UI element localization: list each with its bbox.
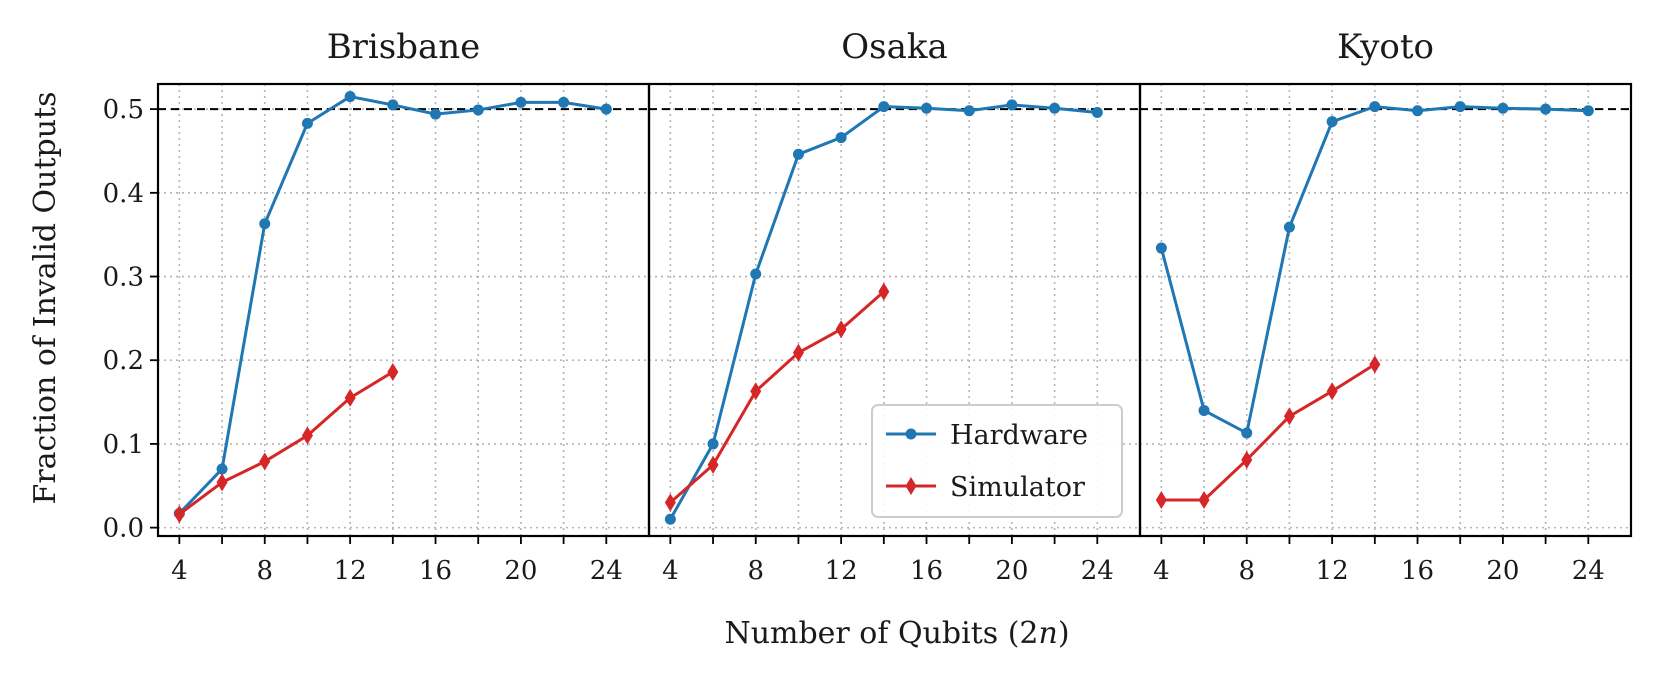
data-point-simulator [792, 343, 804, 362]
panel-brisbane: 4 8 12 16 20 24 Brisbane 0.0 0.1 0.2 0.3 0.4 0.5 [103, 27, 651, 586]
x-tick-label: 24 [590, 556, 623, 586]
y-tick-label: 0.1 [103, 430, 144, 460]
data-point-hardware [1412, 105, 1424, 117]
data-point-hardware [430, 108, 442, 120]
data-point-simulator [1155, 491, 1167, 510]
y-tick-label: 0.5 [103, 95, 144, 125]
panel-kyoto: 4 8 12 16 20 24 Kyoto [1138, 27, 1633, 586]
x-tick-label: 20 [1486, 556, 1519, 586]
panel-title: Brisbane [327, 27, 481, 67]
data-point-hardware [1006, 99, 1018, 111]
data-point-simulator [344, 388, 356, 407]
x-tick-label: 8 [256, 556, 273, 586]
x-tick-label: 8 [1238, 556, 1255, 586]
data-point-simulator [1369, 355, 1381, 374]
data-point-hardware [878, 101, 890, 113]
data-point-simulator [835, 320, 847, 339]
y-tick-label: 0.2 [103, 346, 144, 376]
legend-label-simulator: Simulator [950, 472, 1085, 503]
panel-frame [1138, 82, 1633, 538]
legend-marker-simulator [905, 477, 917, 495]
data-point-hardware [835, 132, 847, 144]
data-point-simulator [664, 493, 676, 512]
data-point-simulator [387, 362, 399, 381]
data-point-hardware [1198, 404, 1210, 416]
series-line-simulator [669, 290, 885, 504]
data-point-simulator [259, 452, 271, 471]
data-point-hardware [1241, 427, 1253, 439]
data-point-simulator [173, 505, 185, 524]
data-point-hardware [216, 463, 228, 475]
legend-marker-hardware [905, 428, 917, 440]
x-tick-label: 24 [1081, 556, 1114, 586]
data-point-hardware [472, 104, 484, 116]
data-point-simulator [750, 382, 762, 401]
x-tick-label: 12 [825, 556, 858, 586]
data-point-hardware [664, 513, 676, 525]
x-tick-label: 4 [1153, 556, 1170, 586]
x-tick-label: 16 [419, 556, 452, 586]
data-point-hardware [1454, 101, 1466, 113]
data-point-simulator [1326, 382, 1338, 401]
series-line-simulator [178, 370, 394, 516]
data-point-hardware [1582, 105, 1594, 117]
panel-title: Osaka [841, 27, 947, 67]
y-axis-label: Fraction of Invalid Outputs [28, 92, 63, 505]
x-tick-label: 4 [171, 556, 188, 586]
data-point-hardware [1049, 102, 1061, 114]
x-tick-label: 16 [1401, 556, 1434, 586]
x-tick-label: 16 [910, 556, 943, 586]
chart-legend: Hardware Simulator [871, 404, 1123, 518]
data-point-hardware [301, 117, 313, 129]
data-point-simulator [1241, 450, 1253, 469]
data-point-hardware [387, 99, 399, 111]
data-point-hardware [792, 148, 804, 160]
data-point-hardware [600, 103, 612, 115]
data-point-hardware [1540, 103, 1552, 115]
data-point-simulator [216, 473, 228, 492]
x-tick-label: 20 [504, 556, 537, 586]
data-point-hardware [921, 102, 933, 114]
x-axis-label: Number of Qubits (2n) [724, 616, 1069, 651]
data-point-hardware [1155, 242, 1167, 254]
panel-osaka: 4 8 12 16 20 24 Osaka [647, 27, 1142, 586]
data-point-hardware [344, 91, 356, 103]
data-point-simulator [301, 426, 313, 445]
data-point-hardware [1091, 106, 1103, 118]
x-tick-label: 4 [662, 556, 679, 586]
x-tick-label: 12 [334, 556, 367, 586]
data-point-hardware [1283, 221, 1295, 233]
data-point-simulator [707, 455, 719, 474]
x-tick-label: 8 [747, 556, 764, 586]
data-point-simulator [1283, 407, 1295, 426]
data-point-hardware [707, 438, 719, 450]
data-point-hardware [1369, 101, 1381, 113]
series-line-simulator [1161, 363, 1376, 502]
y-tick-label: 0.0 [103, 514, 144, 544]
data-point-hardware [515, 96, 527, 108]
chart-panels: 4 8 12 16 20 24 Brisbane 0.0 0.1 0.2 0.3 0.4 0.5 4 8 12… [103, 27, 1633, 586]
panel-title: Kyoto [1337, 27, 1434, 67]
data-point-simulator [1198, 491, 1210, 510]
data-point-hardware [558, 96, 570, 108]
data-point-hardware [1326, 116, 1338, 128]
x-tick-label: 12 [1316, 556, 1349, 586]
data-point-hardware [963, 105, 975, 117]
legend-label-hardware: Hardware [950, 420, 1088, 451]
data-point-simulator [878, 282, 890, 301]
x-tick-label: 20 [995, 556, 1028, 586]
data-point-hardware [1497, 102, 1509, 114]
y-tick-label: 0.3 [103, 263, 144, 293]
data-point-hardware [750, 268, 762, 280]
data-point-hardware [259, 218, 271, 230]
x-tick-label: 24 [1572, 556, 1605, 586]
panel-frame [156, 82, 651, 538]
y-tick-label: 0.4 [103, 179, 144, 209]
